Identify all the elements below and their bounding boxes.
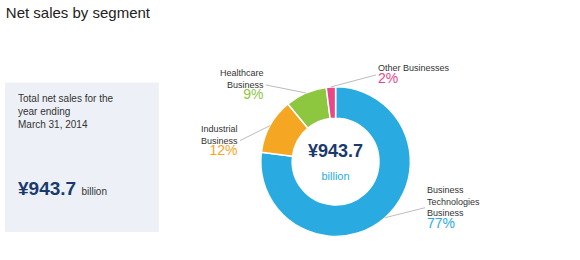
svg-text:IndustrialBusiness12%: IndustrialBusiness12% (201, 124, 238, 158)
svg-text:Net sales by segment: Net sales by segment (6, 4, 151, 21)
svg-text:BusinessTechnologiesBusiness77: BusinessTechnologiesBusiness77% (427, 185, 480, 231)
svg-text:Total net sales for theyear en: Total net sales for theyear endingMarch … (18, 93, 113, 130)
svg-text:Other Businesses2%: Other Businesses2% (378, 63, 450, 86)
svg-text:HealthcareBusiness9%: HealthcareBusiness9% (220, 68, 264, 102)
svg-text:¥943.7billion: ¥943.7billion (308, 141, 363, 182)
svg-text:¥943.7 billion: ¥943.7 billion (18, 178, 107, 199)
